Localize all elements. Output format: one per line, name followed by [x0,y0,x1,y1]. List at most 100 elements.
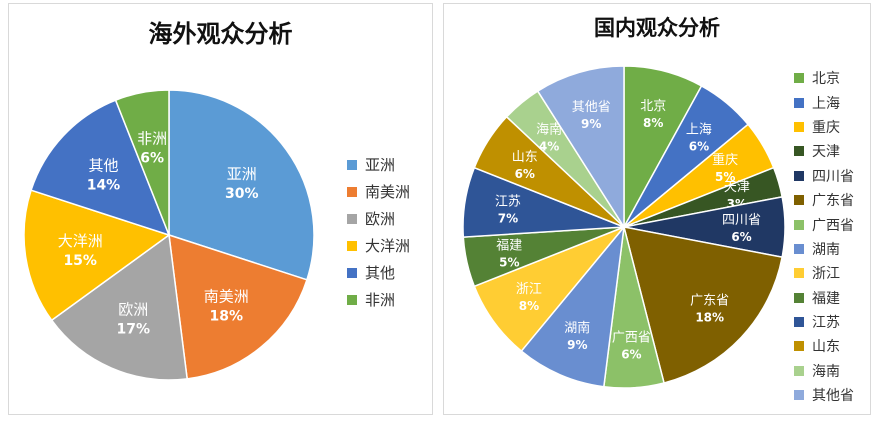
domestic-slice-label-3: 天津 [724,180,750,195]
overseas-slice-value-3: 15% [63,253,97,269]
domestic-legend-swatch-12 [794,365,804,376]
domestic-slice-value-8: 8% [519,299,539,313]
domestic-legend-swatch-9 [794,292,804,303]
overseas-slice-value-5: 6% [140,151,164,167]
overseas-legend-item-0: 亚洲 [347,151,410,178]
domestic-slice-value-4: 6% [731,230,751,244]
domestic-slice-label-9: 福建 [496,239,522,254]
overseas-legend-label-2: 欧洲 [365,210,396,228]
overseas-legend-swatch-5 [347,294,357,305]
overseas-legend-item-3: 大洋洲 [347,232,410,259]
domestic-legend-swatch-11 [794,341,804,352]
domestic-legend-label-13: 其他省 [812,388,854,405]
domestic-legend-label-10: 江苏 [812,315,840,332]
domestic-slice-value-2: 5% [715,170,735,184]
domestic-slice-label-13: 其他省 [572,100,611,115]
domestic-slice-value-7: 9% [567,338,587,352]
domestic-chart-panel: 国内观众分析 北京 8% 上海 6% 重庆 5% 天津 3% 四川省 6% 广东省 18% 广西省 6% 湖… [443,3,871,415]
domestic-legend-swatch-4 [794,170,804,181]
overseas-legend-swatch-2 [347,213,357,224]
domestic-legend-item-5: 广东省 [794,188,854,212]
overseas-slice-label-0: 亚洲 [227,165,257,183]
domestic-slice-7 [520,224,626,388]
domestic-legend-item-8: 浙江 [794,261,854,285]
domestic-slice-value-0: 8% [643,116,663,130]
domestic-slice-value-5: 18% [695,310,724,324]
domestic-legend-label-7: 湖南 [812,241,840,258]
domestic-slice-label-12: 海南 [536,121,562,137]
domestic-slice-value-11: 6% [515,167,535,181]
domestic-legend-swatch-6 [794,219,804,230]
overseas-legend-item-4: 其他 [347,259,410,286]
domestic-legend: 北京上海重庆天津四川省广东省广西省湖南浙江福建江苏山东海南其他省 [794,66,854,407]
overseas-legend-swatch-3 [347,240,357,251]
domestic-legend-swatch-2 [794,121,804,132]
overseas-slice-label-3: 大洋洲 [58,232,103,250]
overseas-slice-0 [168,89,315,281]
domestic-slice-label-10: 江苏 [495,194,521,210]
domestic-slice-5 [622,226,784,384]
domestic-slice-13 [536,65,625,230]
domestic-slice-label-5: 广东省 [690,293,729,308]
overseas-legend-item-2: 欧洲 [347,205,410,232]
domestic-legend-item-13: 其他省 [794,383,854,407]
overseas-slice-value-4: 14% [87,177,121,193]
domestic-legend-label-11: 山东 [812,339,840,356]
domestic-legend-item-4: 四川省 [794,164,854,188]
overseas-chart-title: 海外观众分析 [148,20,293,48]
domestic-legend-swatch-5 [794,195,804,206]
overseas-pie-chart: 亚洲 30% 南美洲 18% 欧洲 17% 大洋洲 15% 其他 14% 非洲 6% [23,89,315,381]
domestic-legend-label-2: 重庆 [812,119,840,136]
overseas-slice-4 [30,99,171,237]
domestic-slice-label-7: 湖南 [564,320,590,336]
overseas-legend: 亚洲南美洲欧洲大洋洲其他非洲 [347,151,410,313]
domestic-slice-value-6: 6% [621,347,641,361]
domestic-legend-label-8: 浙江 [812,266,840,283]
overseas-slice-value-2: 17% [117,322,151,338]
domestic-legend-item-0: 北京 [794,66,854,90]
overseas-slice-1 [168,233,308,380]
overseas-legend-item-1: 南美洲 [347,178,410,205]
domestic-legend-item-12: 海南 [794,359,854,383]
domestic-legend-item-11: 山东 [794,334,854,358]
domestic-legend-label-4: 四川省 [812,168,854,185]
domestic-legend-label-0: 北京 [812,71,840,88]
domestic-legend-item-2: 重庆 [794,115,854,139]
domestic-slice-label-8: 浙江 [516,282,542,297]
domestic-legend-label-9: 福建 [812,290,840,307]
domestic-legend-item-10: 江苏 [794,310,854,334]
domestic-legend-swatch-13 [794,390,804,401]
overseas-slice-5 [114,89,170,236]
overseas-legend-swatch-4 [347,267,357,278]
domestic-legend-swatch-8 [794,268,804,279]
overseas-slice-value-0: 30% [225,186,259,202]
overseas-legend-swatch-0 [347,159,357,170]
overseas-slice-3 [23,189,171,322]
domestic-slice-value-13: 9% [581,117,601,131]
domestic-slice-value-10: 7% [498,212,518,226]
domestic-legend-label-12: 海南 [812,363,840,380]
overseas-legend-swatch-1 [347,186,357,197]
domestic-slice-value-12: 4% [539,139,559,153]
overseas-chart-panel: 海外观众分析 亚洲 30% 南美洲 18% 欧洲 17% 大洋洲 15% 其他 14% 非洲 6% 亚… [8,3,433,415]
overseas-slice-label-5: 非洲 [137,130,167,148]
domestic-legend-item-3: 天津 [794,139,854,163]
domestic-legend-label-6: 广西省 [812,217,854,234]
overseas-legend-label-3: 大洋洲 [365,237,411,255]
domestic-legend-item-6: 广西省 [794,212,854,236]
domestic-legend-swatch-0 [794,73,804,84]
overseas-legend-label-4: 其他 [365,264,396,282]
domestic-legend-item-1: 上海 [794,90,854,114]
overseas-legend-label-1: 南美洲 [365,183,411,201]
domestic-legend-label-5: 广东省 [812,193,854,210]
overseas-slice-value-1: 18% [210,308,244,324]
domestic-slice-label-2: 重庆 [712,152,738,168]
overseas-legend-label-5: 非洲 [365,291,396,309]
domestic-legend-label-1: 上海 [812,95,840,112]
domestic-slice-label-4: 四川省 [722,213,761,228]
domestic-slice-value-1: 6% [689,139,709,153]
domestic-legend-item-9: 福建 [794,286,854,310]
domestic-slice-value-9: 5% [499,256,519,270]
domestic-legend-item-7: 湖南 [794,237,854,261]
domestic-slice-label-11: 山东 [512,150,538,165]
